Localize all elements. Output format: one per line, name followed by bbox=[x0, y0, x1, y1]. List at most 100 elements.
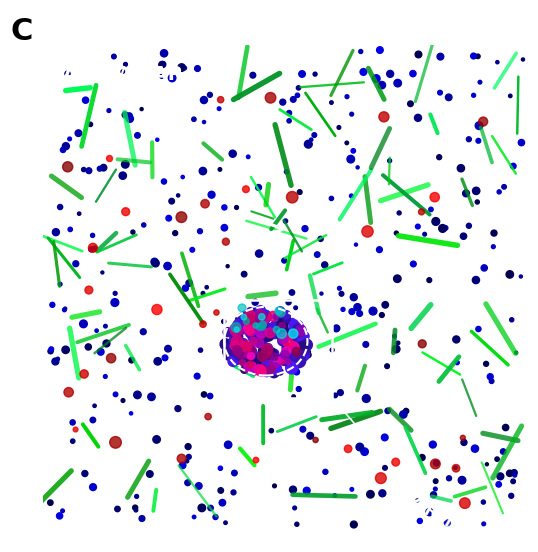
Circle shape bbox=[256, 184, 261, 190]
Circle shape bbox=[288, 342, 299, 353]
Circle shape bbox=[333, 325, 339, 332]
Circle shape bbox=[155, 138, 159, 141]
Circle shape bbox=[273, 484, 277, 488]
Circle shape bbox=[113, 291, 117, 295]
Circle shape bbox=[205, 285, 208, 289]
Circle shape bbox=[379, 112, 389, 122]
Circle shape bbox=[159, 61, 165, 68]
Circle shape bbox=[233, 320, 244, 330]
Circle shape bbox=[275, 326, 287, 338]
Circle shape bbox=[394, 79, 401, 87]
Circle shape bbox=[247, 347, 256, 355]
Circle shape bbox=[278, 310, 285, 317]
Circle shape bbox=[49, 347, 54, 352]
Circle shape bbox=[278, 336, 288, 346]
Circle shape bbox=[177, 454, 186, 463]
Circle shape bbox=[226, 339, 240, 352]
Circle shape bbox=[471, 53, 477, 59]
Circle shape bbox=[82, 470, 88, 476]
Circle shape bbox=[282, 258, 287, 263]
Circle shape bbox=[507, 470, 513, 476]
Circle shape bbox=[256, 310, 267, 321]
Circle shape bbox=[262, 324, 270, 332]
Circle shape bbox=[322, 262, 328, 268]
Circle shape bbox=[301, 339, 313, 351]
Circle shape bbox=[250, 363, 256, 368]
Circle shape bbox=[70, 439, 75, 443]
Circle shape bbox=[485, 463, 489, 466]
Circle shape bbox=[168, 75, 176, 82]
Circle shape bbox=[103, 340, 110, 347]
Circle shape bbox=[296, 386, 301, 391]
Circle shape bbox=[244, 352, 251, 359]
Circle shape bbox=[357, 311, 363, 316]
Circle shape bbox=[263, 323, 275, 336]
Circle shape bbox=[511, 470, 517, 476]
Circle shape bbox=[297, 345, 306, 354]
Circle shape bbox=[278, 334, 288, 343]
Circle shape bbox=[224, 343, 230, 349]
Circle shape bbox=[320, 292, 323, 295]
Circle shape bbox=[388, 159, 392, 163]
Circle shape bbox=[62, 162, 73, 172]
Circle shape bbox=[292, 320, 303, 331]
Circle shape bbox=[478, 81, 482, 84]
Circle shape bbox=[62, 308, 66, 312]
Circle shape bbox=[369, 307, 377, 315]
Circle shape bbox=[226, 340, 238, 352]
Circle shape bbox=[372, 75, 380, 82]
Circle shape bbox=[229, 150, 236, 157]
Circle shape bbox=[387, 71, 394, 77]
Circle shape bbox=[300, 342, 308, 349]
Circle shape bbox=[185, 459, 189, 463]
Circle shape bbox=[393, 335, 397, 338]
Circle shape bbox=[466, 137, 471, 142]
Circle shape bbox=[251, 309, 258, 316]
Circle shape bbox=[323, 469, 328, 474]
Circle shape bbox=[121, 399, 125, 402]
Circle shape bbox=[249, 351, 256, 358]
Circle shape bbox=[265, 93, 276, 103]
Text: ACE2/GFAP: ACE2/GFAP bbox=[62, 65, 182, 83]
Circle shape bbox=[101, 271, 104, 274]
Circle shape bbox=[169, 198, 174, 204]
Circle shape bbox=[260, 364, 270, 374]
Circle shape bbox=[238, 304, 246, 312]
Circle shape bbox=[475, 200, 479, 204]
Circle shape bbox=[131, 230, 135, 234]
Circle shape bbox=[218, 488, 223, 493]
Circle shape bbox=[266, 352, 272, 358]
Circle shape bbox=[256, 312, 268, 323]
Circle shape bbox=[293, 342, 302, 351]
Circle shape bbox=[270, 358, 280, 368]
Circle shape bbox=[318, 236, 323, 241]
Circle shape bbox=[95, 329, 98, 332]
Circle shape bbox=[164, 262, 171, 270]
Circle shape bbox=[266, 361, 274, 369]
Circle shape bbox=[268, 311, 278, 321]
Circle shape bbox=[299, 341, 308, 350]
Circle shape bbox=[472, 93, 476, 97]
Circle shape bbox=[243, 315, 247, 320]
Circle shape bbox=[93, 404, 96, 407]
Circle shape bbox=[295, 325, 306, 336]
Circle shape bbox=[495, 457, 499, 461]
Circle shape bbox=[438, 225, 447, 232]
Circle shape bbox=[228, 356, 238, 367]
Circle shape bbox=[337, 126, 341, 129]
Circle shape bbox=[93, 246, 97, 251]
Circle shape bbox=[447, 476, 451, 481]
Circle shape bbox=[293, 324, 306, 337]
Circle shape bbox=[253, 323, 258, 328]
Circle shape bbox=[246, 310, 252, 316]
Circle shape bbox=[471, 445, 478, 452]
Circle shape bbox=[433, 460, 439, 466]
Circle shape bbox=[502, 184, 506, 189]
Circle shape bbox=[461, 439, 467, 445]
Circle shape bbox=[415, 224, 420, 229]
Circle shape bbox=[68, 227, 73, 232]
Circle shape bbox=[509, 318, 514, 322]
Circle shape bbox=[270, 321, 280, 331]
Circle shape bbox=[231, 336, 243, 347]
Circle shape bbox=[261, 334, 270, 342]
